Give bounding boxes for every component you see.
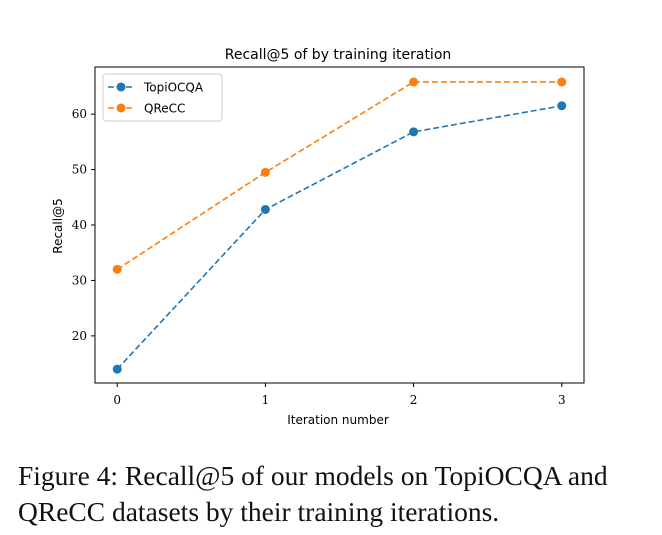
- data-point-topiocqa: [112, 364, 122, 374]
- series-layer: [112, 77, 567, 374]
- legend: TopiOCQA QReCC: [102, 73, 223, 122]
- legend-label-topiocqa: TopiOCQA: [143, 81, 204, 95]
- x-tick-label: 3: [558, 393, 566, 407]
- y-tick-label: 50: [72, 163, 87, 177]
- x-tick-label: 2: [410, 393, 418, 407]
- y-tick-label: 20: [72, 329, 87, 343]
- legend-marker-qrecc: [116, 103, 126, 113]
- legend-label-qrecc: QReCC: [144, 102, 185, 116]
- y-tick-label: 40: [72, 218, 87, 232]
- series-line-topiocqa: [116, 105, 562, 370]
- plot-frame: [94, 66, 585, 384]
- data-point-qrecc: [409, 77, 419, 87]
- legend-marker-topiocqa: [116, 82, 126, 92]
- data-point-qrecc: [260, 167, 270, 177]
- figure-caption: Figure 4: Recall@5 of our models on Topi…: [18, 460, 608, 527]
- series-line-qrecc: [116, 81, 562, 271]
- data-point-topiocqa: [409, 127, 419, 137]
- legend-box: [102, 73, 223, 122]
- x-axis-label: Iteration number: [287, 413, 389, 427]
- chart-title: Recall@5 of by training iteration: [225, 47, 452, 63]
- y-tick-label: 60: [72, 107, 87, 121]
- y-tick-label: 30: [72, 273, 87, 287]
- y-axis-label: Recall@5: [51, 198, 65, 253]
- data-point-topiocqa: [557, 101, 567, 111]
- data-point-topiocqa: [260, 204, 270, 214]
- line-chart: Recall@5 of by training iteration Recall…: [51, 47, 585, 427]
- x-ticks: 0 1 2 3: [113, 383, 566, 407]
- y-ticks: 20 30 40 50 60: [72, 107, 95, 343]
- data-point-qrecc: [557, 77, 567, 87]
- data-point-qrecc: [112, 264, 122, 274]
- x-tick-label: 0: [113, 393, 121, 407]
- x-tick-label: 1: [262, 393, 270, 407]
